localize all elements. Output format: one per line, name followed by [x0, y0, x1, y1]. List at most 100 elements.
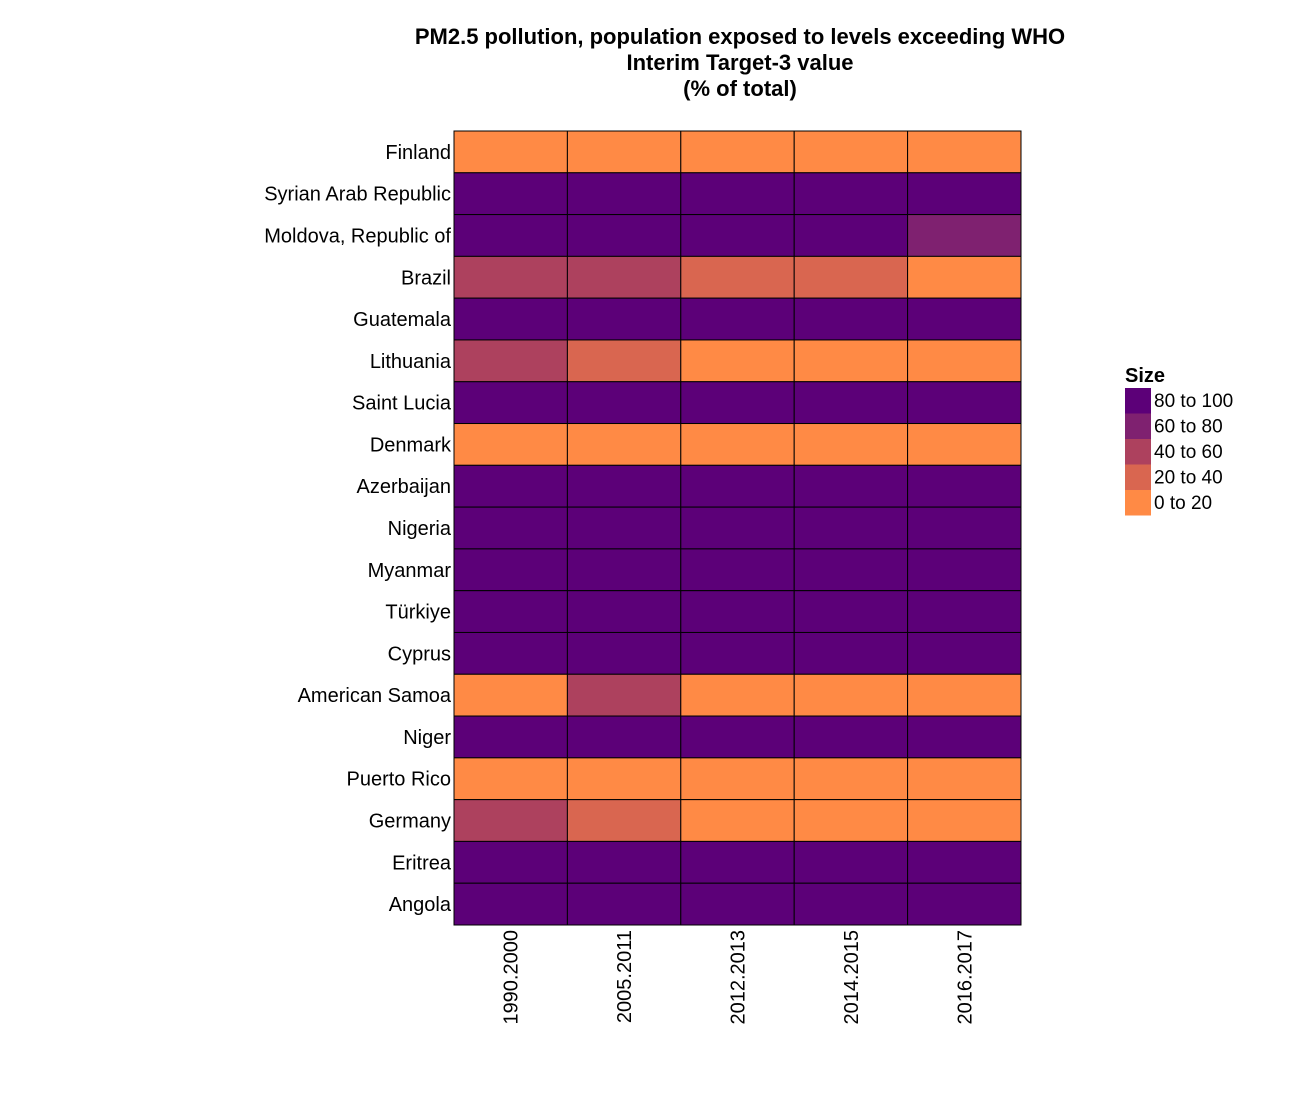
heatmap-cell — [566, 464, 682, 508]
heatmap-cell — [453, 297, 568, 341]
heatmap-cell — [680, 715, 795, 759]
heatmap-cell — [680, 757, 795, 801]
legend-swatch — [1125, 439, 1151, 465]
heatmap-cell — [680, 464, 795, 508]
heatmap-cell — [566, 548, 682, 592]
heatmap-cell — [907, 799, 1022, 842]
heatmap-cell — [680, 840, 795, 884]
heatmap-cell — [566, 757, 682, 801]
legend-label: 20 to 40 — [1154, 468, 1223, 489]
heatmap-cell — [907, 631, 1022, 675]
heatmap-cell — [453, 715, 568, 759]
heatmap-cell — [566, 715, 682, 759]
heatmap-cell — [566, 130, 682, 174]
heatmap-cell — [907, 381, 1022, 425]
heatmap-cell — [907, 130, 1022, 174]
legend-title: Size — [1125, 365, 1165, 387]
heatmap-cell — [453, 339, 568, 383]
heatmap-cell — [793, 423, 909, 466]
legend-swatch — [1125, 490, 1151, 516]
heatmap-cell — [907, 255, 1022, 299]
heatmap-cell — [793, 464, 909, 508]
heatmap-cell — [793, 214, 909, 257]
heatmap-cell — [566, 297, 682, 341]
heatmap-cell — [793, 130, 909, 174]
heatmap-cell — [566, 423, 682, 466]
heatmap-cell — [793, 882, 909, 926]
heatmap-cell — [793, 590, 909, 633]
heatmap-cell — [680, 882, 795, 926]
y-tick-label: Guatemala — [353, 309, 452, 331]
y-tick-label: Niger — [403, 727, 451, 749]
heatmap-cell — [793, 255, 909, 299]
legend-swatch — [1125, 413, 1151, 439]
heatmap-cell — [907, 715, 1022, 759]
heatmap-cell — [453, 631, 568, 675]
heatmap-cell — [680, 339, 795, 383]
heatmap-cell — [453, 840, 568, 884]
heatmap-cell — [566, 381, 682, 425]
legend-swatch — [1125, 464, 1151, 490]
y-tick-label: Finland — [385, 142, 451, 164]
heatmap-cell — [680, 673, 795, 717]
heatmap-cell — [680, 423, 795, 466]
heatmap-cell — [793, 673, 909, 717]
heatmap-cell — [907, 882, 1022, 926]
y-tick-label: Nigeria — [388, 518, 452, 540]
chart-title-line-3: (% of total) — [683, 76, 797, 101]
heatmap-cell — [566, 214, 682, 257]
heatmap-cell — [453, 757, 568, 801]
heatmap-cell — [907, 339, 1022, 383]
heatmap-cell — [793, 172, 909, 216]
heatmap-cell — [907, 757, 1022, 801]
heatmap-cell — [566, 590, 682, 633]
heatmap-cell — [793, 548, 909, 592]
chart-title: PM2.5 pollution, population exposed to l… — [415, 24, 1065, 101]
heatmap-cell — [680, 381, 795, 425]
legend-label: 40 to 60 — [1154, 442, 1223, 463]
heatmap-cell — [793, 840, 909, 884]
heatmap-cell — [907, 297, 1022, 341]
y-tick-label: Lithuania — [370, 351, 452, 373]
heatmap-cell — [453, 548, 568, 592]
heatmap-cells — [453, 130, 1022, 926]
heatmap-cell — [680, 631, 795, 675]
y-tick-label: Myanmar — [368, 560, 452, 582]
x-tick-label: 2012.2013 — [728, 930, 750, 1025]
heatmap-cell — [793, 339, 909, 383]
y-tick-label: Cyprus — [388, 643, 451, 665]
heatmap-cell — [453, 590, 568, 633]
x-tick-label: 2016.2017 — [954, 930, 976, 1025]
heatmap-cell — [453, 464, 568, 508]
chart-title-line-1: PM2.5 pollution, population exposed to l… — [415, 24, 1065, 49]
heatmap-cell — [793, 297, 909, 341]
y-tick-label: Saint Lucia — [352, 393, 452, 415]
heatmap-cell — [907, 172, 1022, 216]
heatmap-cell — [566, 172, 682, 216]
heatmap-cell — [907, 214, 1022, 257]
heatmap-cell — [453, 381, 568, 425]
legend-label: 80 to 100 — [1154, 391, 1233, 412]
x-tick-label: 2014.2015 — [841, 930, 863, 1025]
x-tick-label: 2005.2011 — [614, 930, 636, 1023]
y-tick-label: Azerbaijan — [356, 476, 451, 498]
heatmap-cell — [907, 506, 1022, 550]
heatmap-cell — [793, 631, 909, 675]
heatmap-cell — [453, 214, 568, 257]
heatmap-cell — [453, 799, 568, 842]
y-tick-label: Germany — [369, 811, 451, 833]
legend-items: 80 to 100 60 to 80 40 to 60 20 to 40 0 to 20 — [1125, 388, 1233, 516]
heatmap-cell — [566, 506, 682, 550]
chart-title-line-2: Interim Target-3 value — [627, 50, 854, 75]
heatmap-cell — [566, 673, 682, 717]
y-tick-label: Syrian Arab Republic — [264, 184, 451, 206]
heatmap-cell — [566, 882, 682, 926]
heatmap-cell — [566, 339, 682, 383]
y-tick-label: Denmark — [370, 434, 452, 456]
heatmap-cell — [566, 631, 682, 675]
heatmap-cell — [680, 548, 795, 592]
heatmap-cell — [793, 799, 909, 842]
x-axis-tick-labels: 1990.2000 2005.2011 2012.2013 2014.2015 2016… — [501, 930, 977, 1025]
heatmap-cell — [680, 799, 795, 842]
heatmap-cell — [680, 130, 795, 174]
